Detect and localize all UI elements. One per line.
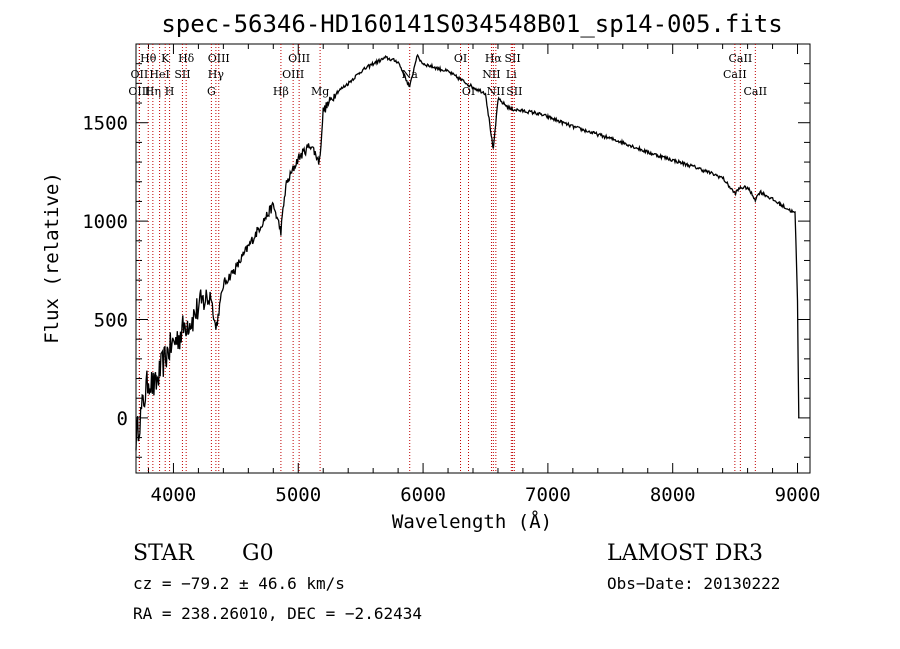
y-tick-label: 1500 (82, 113, 128, 135)
spectral-line-label: SII (174, 68, 190, 81)
chart-title: spec-56346-HD160141S034548B01_sp14-005.f… (161, 10, 782, 38)
x-axis-label: Wavelength (Å) (392, 510, 552, 533)
spectral-line-label: Mg (311, 85, 329, 98)
x-tick-label: 4000 (151, 484, 197, 506)
spectral-line-label: Hα (485, 52, 503, 65)
redshift-velocity: cz = −79.2 ± 46.6 km/s (133, 574, 345, 593)
observation-date: Obs−Date: 20130222 (607, 574, 781, 593)
x-tick-label: 7000 (525, 484, 571, 506)
spectral-line-label: H (165, 85, 175, 98)
y-tick-label: 0 (117, 408, 128, 430)
x-tick-label: 6000 (400, 484, 446, 506)
spectral-line-label: OIII (208, 52, 230, 65)
survey-name: LAMOST DR3 (607, 541, 763, 566)
spectral-line-label: Li (506, 68, 517, 81)
y-tick-label: 1000 (82, 211, 128, 233)
coordinates: RA = 238.26010, DEC = −2.62434 (133, 604, 422, 623)
spectral-line-label: K (161, 52, 170, 65)
spectral-line-label: NII (487, 85, 505, 98)
spectral-line-label: SII (506, 85, 522, 98)
spectral-line-label: G (207, 85, 216, 98)
spectral-line-label: OI (454, 52, 467, 65)
object-class: STAR (133, 541, 194, 566)
spectrum-series-group (135, 53, 800, 451)
spectral-line-label: Hγ (208, 68, 225, 81)
axes: 4000 5000 6000 7000 8000 9000 0 500 1000 1500 (82, 44, 820, 506)
spectral-line-label: CaII (743, 85, 767, 98)
spectral-line-label: Hη (145, 85, 161, 98)
spectral-line-label: OIII (128, 85, 150, 98)
spectral-line-label: OIII (282, 68, 304, 81)
x-tick-label: 9000 (775, 484, 821, 506)
spectrum-line (135, 53, 800, 451)
spectral-line-label: OIII (288, 52, 310, 65)
spectral-line-label: CaII (723, 68, 747, 81)
spectral-line-label: Hθ (140, 52, 157, 65)
object-subclass: G0 (242, 541, 274, 566)
spectral-line-label: Hβ (273, 85, 289, 98)
spectral-line-label: CaII (729, 52, 753, 65)
plot-frame (135, 43, 811, 474)
spectral-line-label: HeI (149, 68, 169, 81)
x-tick-label: 5000 (275, 484, 321, 506)
y-axis-label: Flux (relative) (41, 172, 63, 344)
y-tick-label: 500 (94, 310, 128, 332)
spectral-line-label: Hδ (178, 52, 195, 65)
x-tick-label: 8000 (650, 484, 696, 506)
spectral-line-label: NII (482, 68, 500, 81)
spectral-line-label: SII (504, 52, 520, 65)
